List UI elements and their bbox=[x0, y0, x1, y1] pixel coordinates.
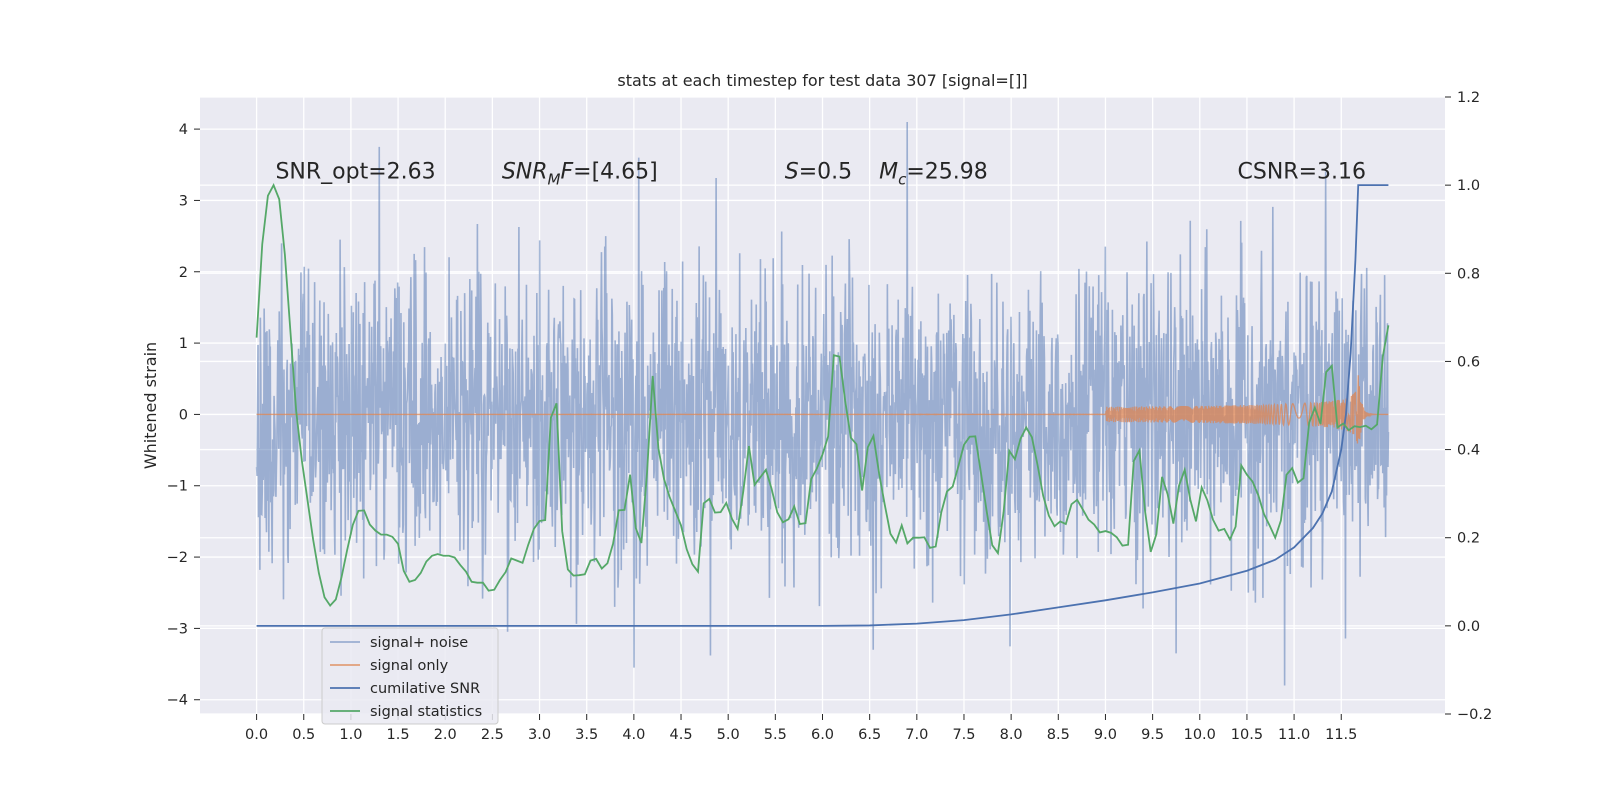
x-tick-label: 8.5 bbox=[1047, 727, 1070, 743]
x-tick-label: 4.5 bbox=[669, 727, 692, 743]
y2-tick-label: 0.6 bbox=[1457, 354, 1480, 370]
x-tick-label: 0.5 bbox=[292, 727, 315, 743]
annotation-mc-value: Mc=25.98 bbox=[879, 160, 988, 189]
axes-layer: 0.0 0.5 1.0 1.5 2.0 2.5 3.0 3.5 4.0 4.5 5.0 5.5 6.0 6… bbox=[167, 90, 1493, 743]
y-tick-label: 3 bbox=[179, 193, 188, 209]
annotation-s-value: S=0.5 bbox=[785, 160, 852, 185]
x-tick-label: 9.0 bbox=[1094, 727, 1117, 743]
y-tick-label: −4 bbox=[167, 693, 188, 709]
annotation-value: =25.98 bbox=[906, 160, 987, 185]
x-tick-label: 7.0 bbox=[905, 727, 928, 743]
y-tick-label: 0 bbox=[179, 407, 188, 423]
annotation-math-main: M bbox=[879, 160, 898, 185]
series-signal-only-line bbox=[256, 375, 1389, 444]
x-tick-label: 7.5 bbox=[952, 727, 975, 743]
x-tick-label: 11.5 bbox=[1325, 727, 1357, 743]
legend-box bbox=[321, 627, 499, 725]
y2-tick-label: 0.2 bbox=[1457, 531, 1480, 547]
x-tick-label: 1.5 bbox=[387, 727, 410, 743]
annotation-value: CSNR=3.16 bbox=[1238, 160, 1367, 185]
chart-title: stats at each timestep for test data 307… bbox=[617, 71, 1027, 90]
x-tick-label: 9.5 bbox=[1141, 727, 1164, 743]
y2-tick-label: 1.2 bbox=[1457, 90, 1480, 106]
y-tick-label: −1 bbox=[167, 479, 188, 495]
data-layer bbox=[255, 121, 1390, 686]
y-tick-label: 2 bbox=[179, 265, 188, 281]
annotation-value: =[4.65] bbox=[573, 160, 658, 185]
x-tick-label: 5.0 bbox=[717, 727, 740, 743]
x-tick-label: 8.0 bbox=[1000, 727, 1023, 743]
x-tick-label: 2.5 bbox=[481, 727, 504, 743]
x-tick-label: 1.0 bbox=[339, 727, 362, 743]
annotation-math-tail: F bbox=[560, 160, 573, 185]
series-signal-statistics-line bbox=[255, 183, 1390, 608]
y-tick-label: 4 bbox=[179, 122, 188, 138]
annotation-snr-mf: SNRMF=[4.65] bbox=[502, 160, 658, 189]
x-tick-label: 3.0 bbox=[528, 727, 551, 743]
x-tick-label: 6.0 bbox=[811, 727, 834, 743]
series-cumulative-snr-line bbox=[256, 184, 1389, 627]
x-tick-label: 2.0 bbox=[434, 727, 457, 743]
annotation-snr-opt: SNR_opt=2.63 bbox=[275, 160, 435, 185]
y2-tick-label: −0.2 bbox=[1457, 707, 1492, 723]
annotation-csnr: CSNR=3.16 bbox=[1238, 160, 1367, 185]
y2-tick-label: 0.4 bbox=[1457, 443, 1480, 459]
x-tick-label: 5.5 bbox=[764, 727, 787, 743]
legend-entry-label: signal only bbox=[370, 658, 449, 674]
legend-entry-label: signal statistics bbox=[370, 704, 482, 720]
annotation-math-main: S bbox=[785, 160, 799, 185]
x-tick-label: 3.5 bbox=[575, 727, 598, 743]
y2-tick-label: 0.8 bbox=[1457, 266, 1480, 282]
legend-entry-label: signal+ noise bbox=[370, 635, 468, 651]
annotation-value: =0.5 bbox=[799, 160, 852, 185]
legend-entry-label: cumilative SNR bbox=[370, 681, 480, 697]
x-tick-label: 11.0 bbox=[1278, 727, 1310, 743]
annotations: SNR_opt=2.63 SNRMF=[4.65] S=0.5 Mc=25.98 CSN… bbox=[275, 160, 1366, 189]
annotation-math-main: SNR bbox=[502, 160, 548, 185]
y-tick-label: 1 bbox=[179, 336, 188, 352]
y-tick-label: −3 bbox=[167, 621, 188, 637]
x-tick-label: 6.5 bbox=[858, 727, 881, 743]
x-tick-label: 10.0 bbox=[1184, 727, 1216, 743]
x-tick-label: 10.5 bbox=[1231, 727, 1263, 743]
y-tick-label: −2 bbox=[167, 550, 188, 566]
y-axis-label: Whitened strain bbox=[141, 342, 160, 469]
annotation-value: SNR_opt=2.63 bbox=[275, 160, 435, 185]
annotation-math-sub: c bbox=[898, 171, 907, 189]
x-tick-label: 0.0 bbox=[245, 727, 268, 743]
legend: signal+ noise signal only cumilative SNR si… bbox=[321, 627, 499, 725]
annotation-math-sub: M bbox=[548, 171, 561, 189]
y2-tick-label: 0.0 bbox=[1457, 619, 1480, 635]
y2-tick-label: 1.0 bbox=[1457, 178, 1480, 194]
x-tick-label: 4.0 bbox=[622, 727, 645, 743]
